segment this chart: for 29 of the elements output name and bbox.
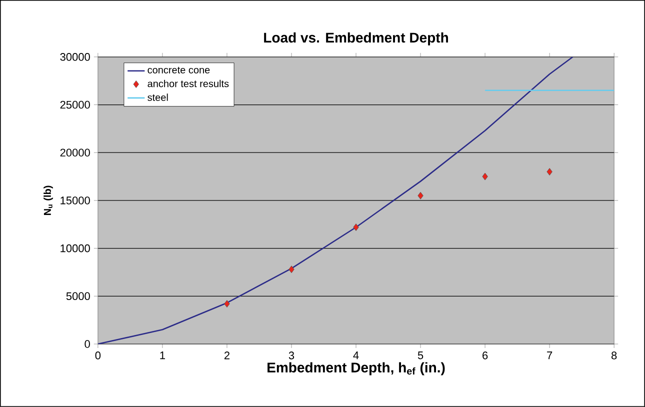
y-tick-label: 20000: [60, 148, 90, 157]
y-tick-label: 10000: [60, 244, 90, 252]
y-axis-title: N$_{u}$ (lb): [44, 186, 53, 215]
point: [288, 266, 294, 274]
legend-label: anchor test results: [148, 80, 229, 88]
x-tick-label: 2: [224, 352, 230, 360]
x-tick-label: 1: [160, 352, 165, 360]
point: [224, 300, 230, 308]
x-tick-label: 0: [95, 352, 101, 360]
legend-label: concrete cone: [148, 66, 210, 74]
y-tick-label: 0: [84, 340, 90, 348]
x-axis-title: Embedment Depth, h$_{ef}$ (in.): [268, 362, 445, 376]
y-tick-label: 5000: [66, 292, 90, 300]
x-tick-label: 3: [288, 352, 294, 360]
x-tick-label: 5: [418, 352, 424, 360]
y-tick-label: 30000: [60, 53, 90, 61]
point: [546, 168, 552, 176]
x-tick-label: 6: [482, 352, 488, 360]
legend-label: steel: [148, 94, 168, 101]
point: [353, 224, 359, 231]
chart-title: Load vs. Embedment Depth: [264, 32, 448, 46]
x-tick-label: 7: [547, 352, 552, 360]
y-tick-label: 15000: [60, 196, 90, 204]
y-tick-label: 25000: [60, 100, 90, 109]
point: [482, 172, 488, 180]
x-tick-label: 8: [612, 352, 617, 360]
point: [418, 192, 424, 200]
x-tick-label: 4: [353, 352, 359, 360]
line-series: [98, 56, 574, 344]
